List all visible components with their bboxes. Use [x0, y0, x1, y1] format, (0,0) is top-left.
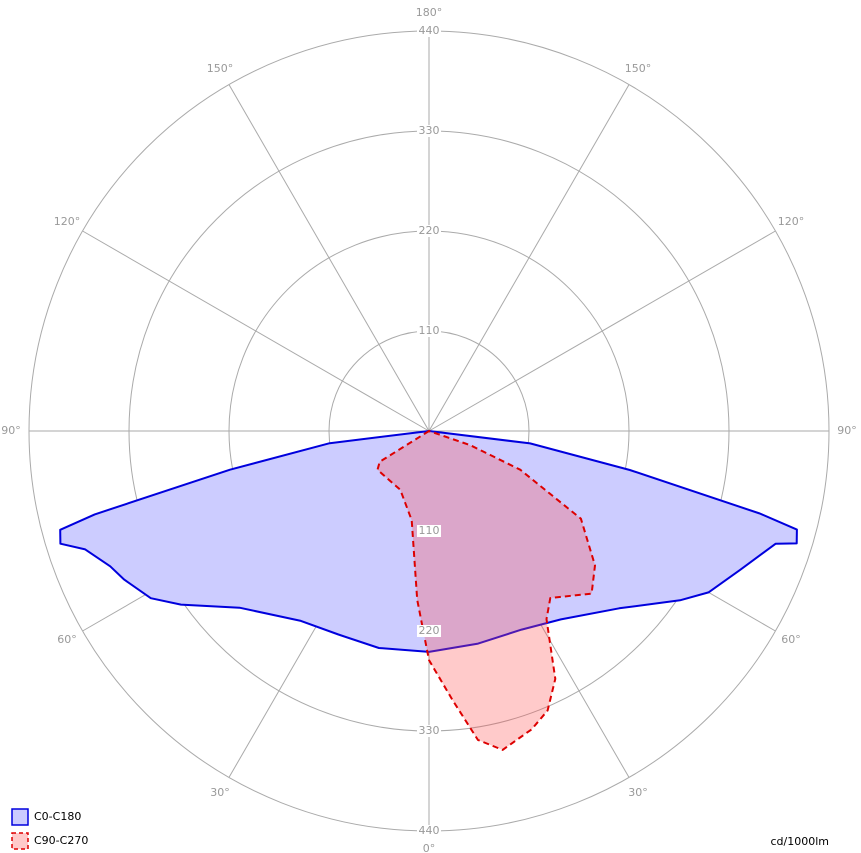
r-tick-label: 110	[419, 524, 440, 537]
legend-swatch	[11, 832, 29, 850]
angle-label: 60°	[781, 633, 801, 646]
r-tick-label: 330	[419, 124, 440, 137]
r-tick-label: 110	[419, 324, 440, 337]
legend-label: C90-C270	[34, 834, 88, 847]
spoke	[228, 84, 430, 432]
r-tick-label: 220	[419, 224, 440, 237]
tick-label-bg	[417, 825, 441, 837]
spoke	[428, 84, 630, 432]
r-tick-label: 220	[419, 624, 440, 637]
angle-label: 120°	[54, 215, 81, 228]
angle-label: 30°	[210, 786, 230, 799]
angle-label: 0°	[423, 842, 436, 853]
r-tick-label: 440	[419, 824, 440, 837]
angle-label: 90°	[1, 424, 21, 437]
angle-label: 60°	[57, 633, 77, 646]
spoke	[82, 230, 430, 432]
series-area	[59, 430, 798, 653]
tick-label-bg	[417, 125, 441, 137]
unit-label: cd/1000lm	[770, 835, 829, 848]
spoke	[428, 230, 776, 432]
r-tick-label: 330	[419, 724, 440, 737]
angle-label: 120°	[778, 215, 805, 228]
tick-label-bg	[417, 725, 441, 737]
tick-label-bg	[417, 25, 441, 37]
angle-label: 30°	[628, 786, 648, 799]
tick-label-bg	[417, 525, 441, 537]
legend-swatch	[11, 808, 29, 826]
tick-label-bg	[417, 225, 441, 237]
tick-label-bg	[417, 625, 441, 637]
series-area	[376, 430, 596, 751]
r-tick-label: 440	[419, 24, 440, 37]
angle-label: 90°	[837, 424, 857, 437]
angle-label: 180°	[416, 6, 443, 19]
legend-label: C0-C180	[34, 810, 81, 823]
tick-label-bg	[417, 325, 441, 337]
angle-label: 150°	[207, 62, 234, 75]
angle-label: 150°	[625, 62, 652, 75]
